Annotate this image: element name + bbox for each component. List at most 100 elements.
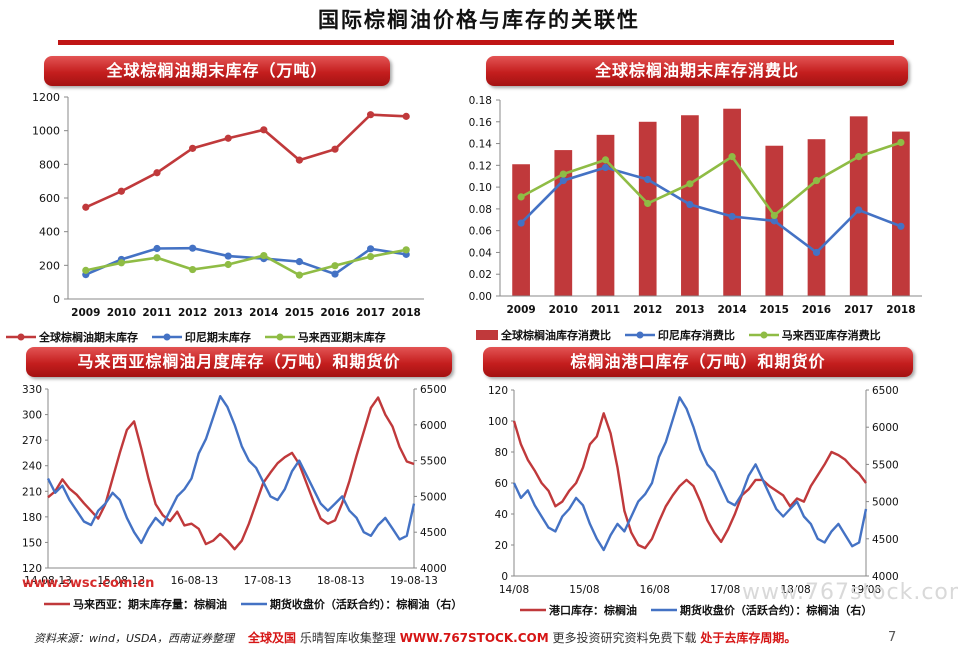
title-underline: [58, 40, 894, 45]
site-url: www.swsc.com.cn: [22, 576, 155, 591]
chart1-series-line: [85, 248, 407, 277]
chart4-left-tick-label: 0: [501, 571, 508, 583]
chart1-point: [295, 271, 303, 279]
chart1-point: [82, 203, 90, 211]
chart1-x-tick-label: 2011: [142, 307, 171, 319]
chart2-point: [686, 180, 694, 188]
chart3-left-tick-label: 210: [22, 486, 42, 498]
legend-swatch-blue: [650, 608, 677, 612]
chart1-x-tick-label: 2017: [356, 307, 385, 319]
chart4-right-tick-label: 5500: [872, 459, 899, 471]
legend-label: 印尼期末库存: [184, 331, 251, 344]
chart1-y-tick-label: 1000: [32, 125, 60, 138]
legend-item: 马来西亚：期末库存量：棕榈油: [44, 596, 227, 612]
chart2-point: [897, 138, 905, 147]
legend-label: 港口库存：棕榈油: [549, 604, 637, 617]
chart4-left-tick-label: 40: [495, 509, 508, 521]
chart1-point: [117, 187, 125, 195]
page-title: 国际棕榈油价格与库存的关联性: [318, 8, 640, 32]
chart1-point: [153, 254, 161, 262]
chart2-y-tick-label: 0.16: [469, 117, 493, 129]
chart1-x-tick-label: 2012: [178, 307, 207, 319]
chart1-series-line: [85, 113, 407, 209]
chart1-x-tick-label: 2013: [214, 307, 243, 319]
chart2-y-tick-label: 0.04: [469, 247, 493, 259]
chart1-title-banner: 全球棕榈油期末库存（万吨）: [44, 56, 390, 86]
watermark-red: 全球及国: [248, 631, 297, 645]
chart2-point: [812, 248, 821, 257]
legend-swatch-blue: [151, 333, 182, 341]
chart2-point: [517, 193, 525, 201]
chart1-x-tick-label: 2018: [392, 307, 421, 319]
chart2-x-tick-label: 2011: [591, 304, 620, 316]
legend-item: 马来西亚期末库存: [264, 329, 386, 345]
chart4-x-tick-label: 18/08: [780, 584, 810, 596]
legend-swatch-blue: [624, 331, 655, 339]
watermark-tail: 更多投资研究资料免费下载: [552, 631, 697, 645]
chart1-point: [117, 259, 125, 267]
chart1-point: [295, 156, 303, 164]
chart2-x-tick-label: 2014: [717, 304, 746, 316]
chart1-x-tick-label: 2009: [71, 307, 100, 319]
chart2-bar: [807, 139, 826, 296]
chart3-right-tick-label: 4000: [420, 563, 447, 575]
chart3-right-tick-label: 5500: [420, 456, 447, 468]
watermark-right: www.767stock.com: [742, 580, 958, 605]
legend-item: 印尼期末库存: [151, 329, 251, 345]
legend-item: 港口库存：棕榈油: [520, 602, 637, 618]
chart3-left-tick-label: 180: [22, 512, 42, 524]
chart2-point: [728, 153, 736, 161]
chart3-right-tick-label: 6000: [420, 420, 447, 432]
chart2-x-tick-label: 2016: [802, 304, 831, 316]
chart1-x-tick-label: 2014: [249, 307, 278, 319]
legend-item: 全球棕榈油期末库存: [6, 329, 138, 345]
watermark-strip: 全球及国 乐晴智库收集整理 WWW.767STOCK.COM 更多投资研究资料免…: [248, 629, 796, 646]
chart2-x-tick-label: 2012: [633, 304, 662, 316]
legend-swatch-bar: [476, 330, 498, 340]
chart2-point: [559, 170, 567, 178]
chart2-bar: [512, 164, 530, 296]
chart1-y-tick-label: 800: [39, 158, 60, 171]
chart3-left-tick-label: 150: [22, 537, 42, 549]
chart2-point: [517, 219, 525, 227]
chart1-point: [295, 258, 303, 266]
chart2-legend: 全球棕榈油库存消费比 印尼库存消费比 马来西亚库存消费比: [476, 327, 891, 343]
chart4-left-tick-label: 120: [488, 385, 508, 397]
chart4-x-tick-label: 14/08: [499, 584, 529, 596]
chart1-y-tick-label: 600: [39, 192, 60, 205]
chart3-left-tick-label: 240: [22, 461, 42, 473]
chart4-x-tick-label: 19/08: [851, 584, 881, 596]
chart4-x-tick-label: 17/08: [710, 584, 740, 596]
page-number: 7: [888, 630, 897, 645]
chart2-y-tick-label: 0.12: [469, 160, 492, 172]
chart1-y-tick-label: 200: [39, 259, 60, 272]
chart1-x-tick-label: 2010: [107, 307, 136, 319]
legend-label: 马来西亚期末库存: [297, 331, 386, 344]
chart1-y-tick-label: 1200: [32, 91, 60, 104]
chart1-point: [189, 144, 197, 152]
chart4-right-tick-label: 6500: [872, 385, 899, 397]
legend-label: 马来西亚：期末库存量：棕榈油: [73, 598, 227, 611]
chart2-bar: [892, 131, 910, 296]
chart1-point: [402, 112, 410, 120]
chart2-point: [855, 206, 863, 214]
legend-item: 期货收盘价（活跃合约）：棕榈油（右）: [650, 602, 872, 618]
chart2-y-tick-label: 0.00: [469, 291, 492, 303]
legend-swatch-red: [6, 333, 36, 341]
chart4-left-tick-label: 100: [488, 416, 508, 428]
chart1-point: [224, 134, 232, 142]
chart2-y-tick-label: 0.10: [469, 182, 492, 194]
chart4-right-tick-label: 4500: [872, 534, 899, 546]
chart2-point: [897, 222, 905, 230]
chart3-left-tick-label: 300: [22, 410, 42, 422]
watermark-red2: 处于去库存周期。: [700, 631, 797, 645]
chart2-x-tick-label: 2010: [549, 304, 578, 316]
chart4-series-line: [512, 412, 867, 550]
chart3-left-tick-label: 270: [22, 435, 42, 447]
chart3-series-line: [47, 396, 415, 551]
chart2-point: [770, 211, 778, 220]
chart4-x-tick-label: 15/08: [569, 584, 599, 596]
chart3-x-tick-label: 19-08-13: [390, 575, 438, 587]
chart2-point: [686, 200, 694, 209]
